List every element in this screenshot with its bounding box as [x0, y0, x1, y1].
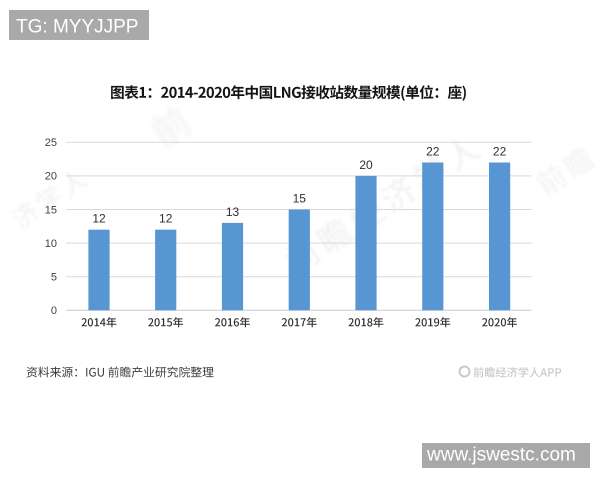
svg-text:22: 22 [493, 145, 507, 159]
svg-text:25: 25 [45, 137, 57, 149]
svg-text:13: 13 [226, 205, 240, 219]
svg-text:20: 20 [45, 171, 57, 183]
svg-text:15: 15 [45, 204, 57, 216]
svg-text:22: 22 [426, 145, 440, 159]
svg-text:15: 15 [293, 192, 307, 206]
svg-text:TG: MYYJJPP: TG: MYYJJPP [16, 17, 138, 38]
svg-text:0: 0 [51, 305, 57, 317]
svg-text:12: 12 [159, 212, 173, 226]
svg-text:www.jswestc.com: www.jswestc.com [426, 445, 576, 466]
svg-text:20: 20 [359, 158, 373, 172]
svg-text:5: 5 [51, 272, 57, 284]
svg-text:12: 12 [92, 212, 106, 226]
svg-text:10: 10 [45, 238, 57, 250]
